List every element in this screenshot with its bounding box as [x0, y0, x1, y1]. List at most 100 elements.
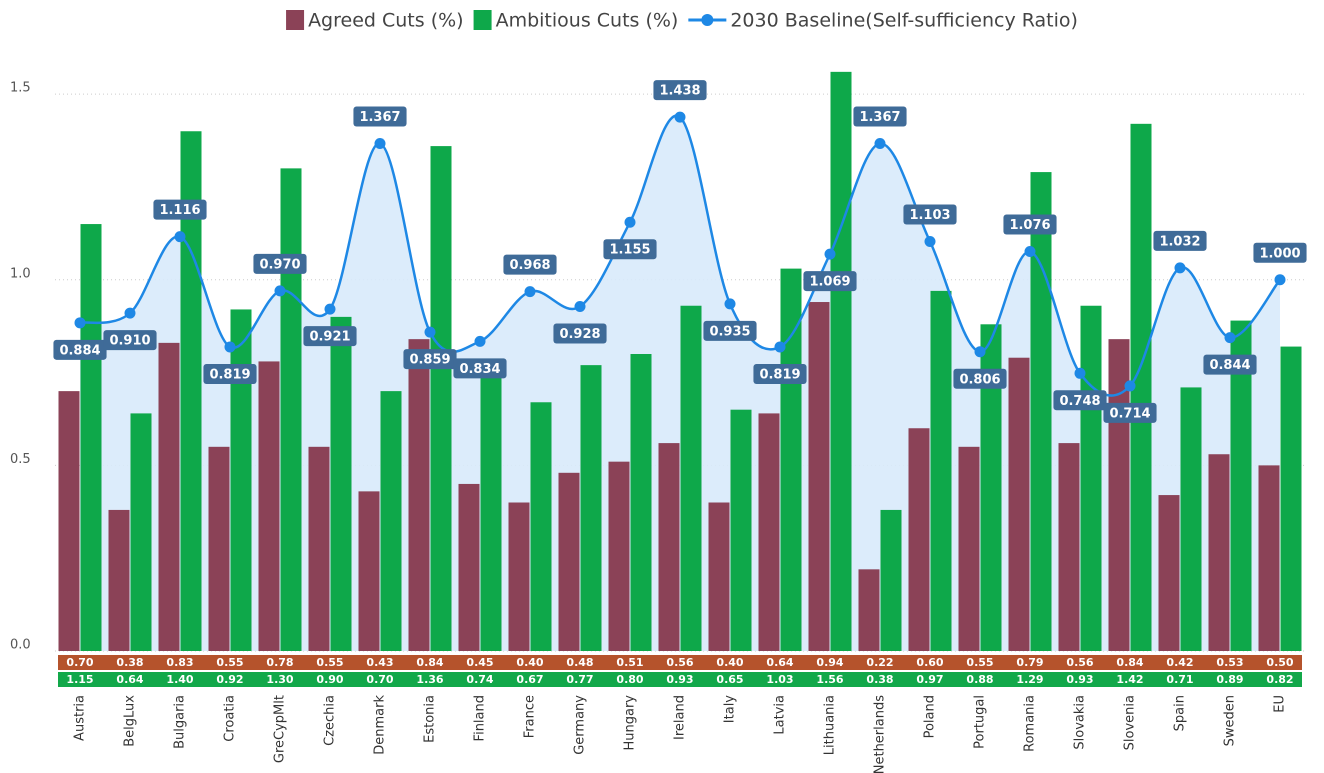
data-label-box: 1.000	[1253, 242, 1307, 263]
data-label: 0.53	[1216, 656, 1243, 669]
data-label: 0.64	[766, 656, 793, 669]
label-bg	[203, 363, 257, 384]
x-tick-label: Netherlands	[873, 695, 888, 773]
bar	[880, 509, 902, 651]
data-label: 0.71	[1166, 673, 1193, 686]
label-bg	[603, 239, 657, 260]
label-bg	[53, 339, 107, 360]
data-label: 0.48	[566, 656, 593, 669]
line-marker	[124, 307, 136, 319]
label-bg	[503, 254, 557, 275]
data-label: 0.928	[559, 327, 600, 342]
bar	[658, 443, 680, 651]
data-label-box: 0.748	[1053, 390, 1107, 411]
bar	[280, 168, 302, 651]
bar	[1280, 346, 1302, 651]
x-tick-label: Bulgaria	[173, 695, 188, 749]
bar	[408, 339, 430, 651]
bar	[1080, 305, 1102, 651]
x-tick-label: Germany	[573, 695, 588, 755]
x-tick-label: EU	[1273, 695, 1288, 713]
label-bg	[703, 320, 757, 341]
data-label: 0.921	[309, 330, 350, 345]
data-label: 1.29	[1016, 673, 1043, 686]
x-tick-label: Italy	[723, 695, 738, 724]
data-label: 0.968	[509, 258, 550, 273]
data-label: 1.032	[1159, 234, 1200, 249]
label-bg	[853, 106, 907, 127]
data-label: 0.82	[1266, 673, 1293, 686]
bar	[1208, 454, 1230, 651]
label-bg	[1103, 402, 1157, 423]
data-label-box: 0.834	[453, 358, 507, 379]
data-label-box: 1.155	[603, 239, 657, 260]
data-label: 0.56	[1066, 656, 1093, 669]
line-marker	[374, 138, 386, 150]
line-marker	[274, 285, 286, 297]
data-label: 0.77	[566, 673, 593, 686]
data-label: 0.94	[816, 656, 843, 669]
label-bg	[103, 330, 157, 351]
x-tick-label: Estonia	[423, 695, 438, 743]
data-label: 1.40	[166, 673, 193, 686]
bar	[1130, 123, 1152, 651]
data-label-box: 1.103	[903, 204, 957, 225]
label-bg	[353, 106, 407, 127]
data-label-box: 0.884	[53, 339, 107, 360]
data-label: 0.79	[1016, 656, 1043, 669]
data-label: 0.64	[116, 673, 143, 686]
x-tick-label: GreCypMlt	[273, 695, 288, 763]
x-tick-label: Denmark	[373, 695, 388, 755]
x-tick-label: Slovakia	[1073, 695, 1088, 750]
x-tick-label: Portugal	[973, 695, 988, 749]
label-bg	[803, 271, 857, 292]
data-label: 1.155	[609, 243, 650, 258]
line-marker	[74, 317, 86, 329]
legend-swatch	[473, 10, 492, 30]
data-label-box: 1.438	[653, 80, 707, 101]
data-label: 0.80	[616, 673, 643, 686]
data-label-box: 0.968	[503, 254, 557, 275]
data-label: 0.70	[366, 673, 393, 686]
bar	[930, 290, 952, 651]
label-bg	[403, 349, 457, 370]
bar	[808, 302, 830, 651]
label-bg	[153, 199, 207, 220]
legend-label: Agreed Cuts (%)	[308, 10, 464, 32]
data-label: 0.84	[416, 656, 443, 669]
data-label-box: 0.844	[1203, 354, 1257, 375]
data-label: 1.116	[159, 203, 200, 218]
bar	[130, 413, 152, 651]
data-label: 0.819	[209, 367, 250, 382]
data-label: 0.22	[866, 656, 893, 669]
bar	[908, 428, 930, 651]
x-tick-label: Croatia	[223, 695, 238, 742]
line-marker	[974, 346, 986, 358]
bar	[358, 491, 380, 651]
data-label: 0.84	[1116, 656, 1143, 669]
x-tick-label: Hungary	[623, 695, 638, 751]
bar	[680, 305, 702, 651]
label-bg	[1203, 354, 1257, 375]
data-label: 0.90	[316, 673, 343, 686]
bar	[458, 483, 480, 651]
line-marker	[324, 303, 336, 315]
bar	[208, 446, 230, 651]
bar	[830, 71, 852, 652]
line-marker	[624, 216, 636, 228]
data-label: 0.45	[466, 656, 493, 669]
bar	[1008, 357, 1030, 651]
data-label: 1.30	[266, 673, 293, 686]
data-table-row	[58, 655, 1302, 670]
data-label: 0.714	[1109, 406, 1150, 421]
line-marker	[1274, 274, 1286, 286]
data-label: 0.97	[916, 673, 943, 686]
x-tick-label: Ireland	[673, 695, 688, 740]
data-label-box: 0.714	[1103, 402, 1157, 423]
label-bg	[453, 358, 507, 379]
x-tick-label: Sweden	[1223, 695, 1238, 746]
data-label-box: 1.367	[353, 106, 407, 127]
x-tick-label: Spain	[1173, 695, 1188, 731]
legend-label: Ambitious Cuts (%)	[496, 10, 679, 32]
label-bg	[303, 326, 357, 347]
